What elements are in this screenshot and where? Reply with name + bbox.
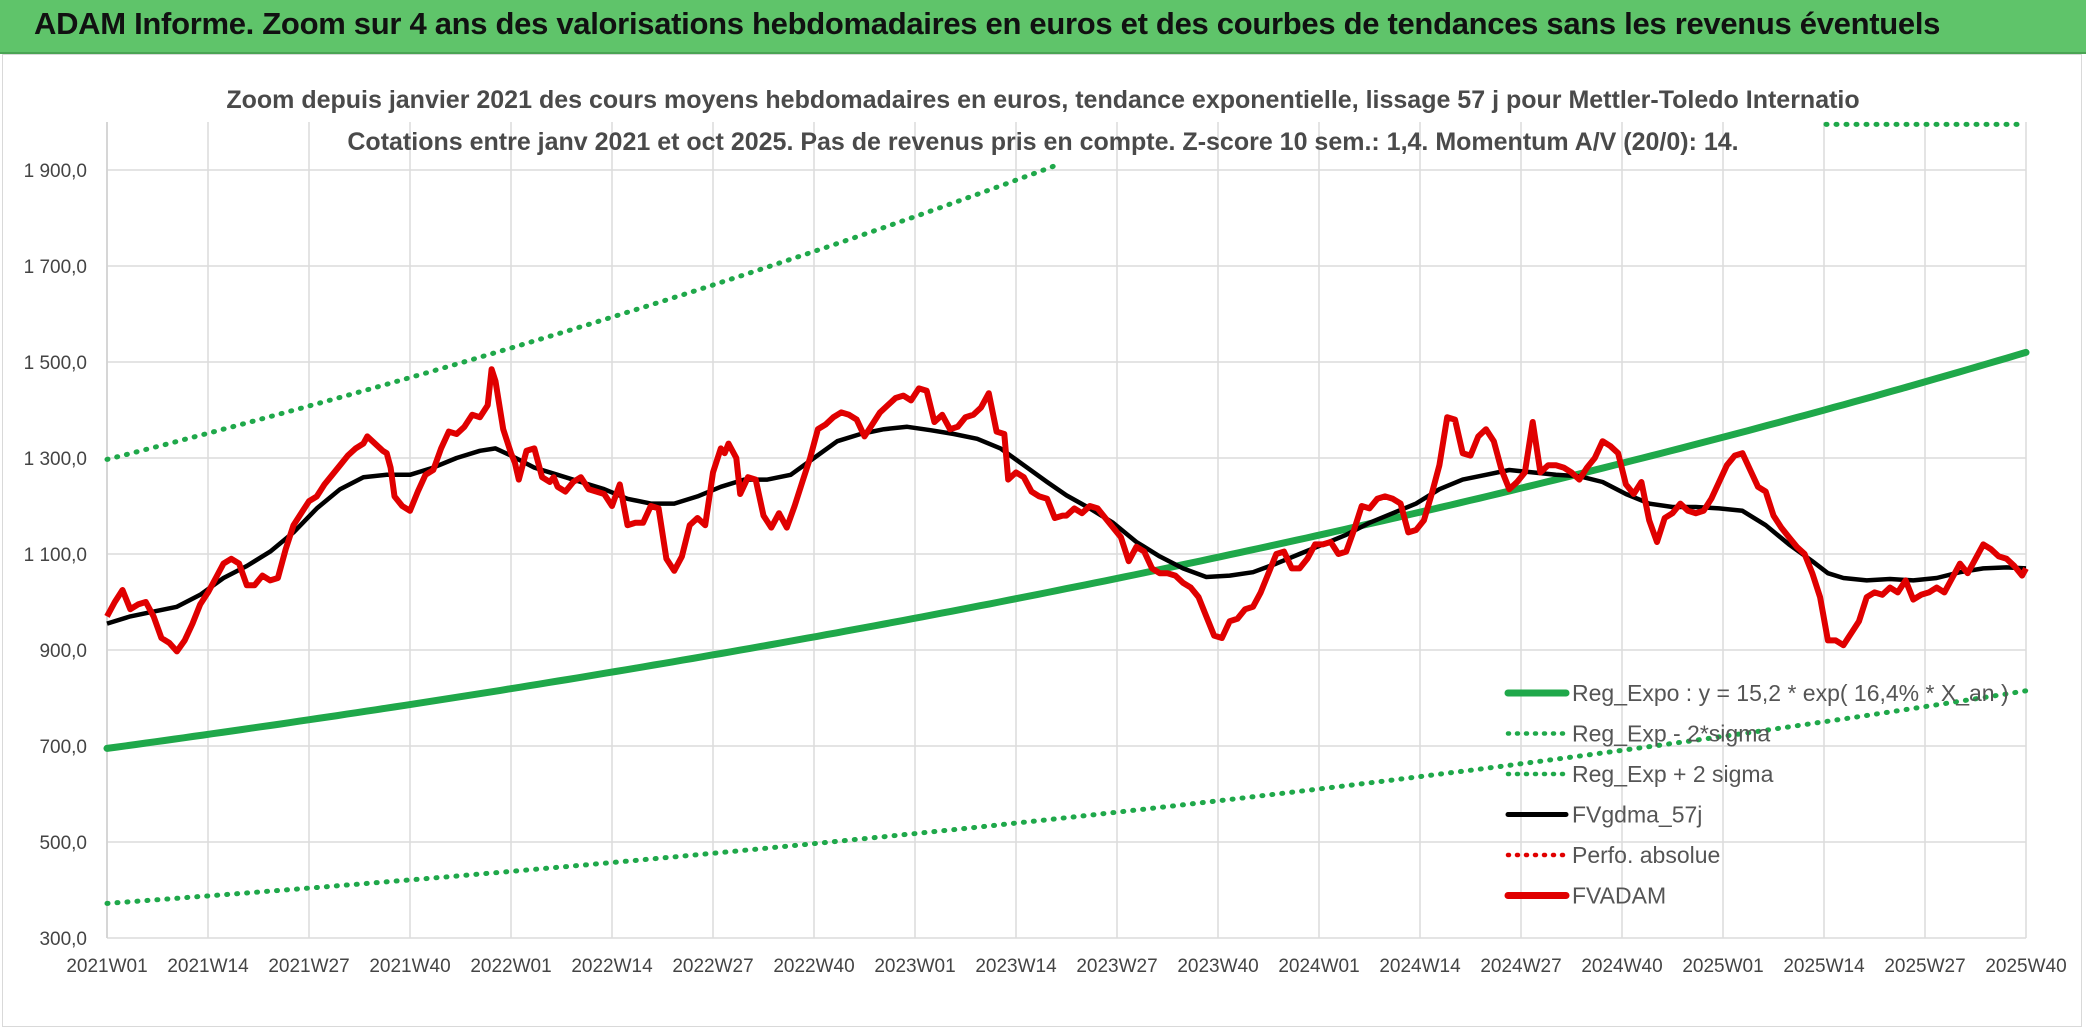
chart-series: [103, 121, 2030, 906]
legend-label: Reg_Expo : y = 15,2 * exp( 16,4% * X_an …: [1572, 680, 2009, 706]
y-tick-label: 1 500,0: [24, 353, 87, 374]
legend-label: FVgdma_57j: [1572, 802, 1702, 828]
legend-label: FVADAM: [1572, 883, 1666, 909]
chart-frame: [2, 54, 2082, 1027]
y-tick-label: 1 100,0: [24, 545, 87, 566]
x-tick-label: 2025W27: [1884, 956, 1965, 977]
x-tick-label: 2024W14: [1379, 956, 1461, 977]
x-tick-label: 2021W27: [268, 956, 349, 977]
y-tick-label: 1 700,0: [24, 257, 87, 278]
x-tick-label: 2023W40: [1177, 956, 1258, 977]
x-axis: 2021W01 2021W14 2021W27 2021W40 2022W01 2022W…: [66, 956, 2066, 977]
x-tick-label: 2024W01: [1278, 956, 1359, 977]
x-tick-label: 2022W40: [773, 956, 854, 977]
y-tick-label: 1 300,0: [24, 449, 87, 470]
chart-legend: Reg_Expo : y = 15,2 * exp( 16,4% * X_an …: [1504, 680, 2009, 909]
fvadam-line: [104, 366, 2029, 655]
reg-expo-line: [103, 348, 2030, 752]
x-tick-label: 2022W27: [672, 956, 753, 977]
report-banner: ADAM Informe. Zoom sur 4 ans des valoris…: [0, 0, 2086, 54]
y-tick-label: 500,0: [39, 833, 87, 854]
y-axis: 300,0 500,0 700,0 900,0 1 100,0 1 300,0 1 500,…: [24, 161, 87, 950]
y-tick-label: 700,0: [39, 737, 87, 758]
x-tick-label: 2022W01: [470, 956, 551, 977]
x-tick-label: 2021W14: [167, 956, 249, 977]
x-tick-label: 2021W01: [66, 956, 147, 977]
legend-label: Reg_Exp + 2 sigma: [1572, 761, 1774, 787]
x-tick-label: 2023W01: [874, 956, 955, 977]
y-tick-label: 900,0: [39, 641, 87, 662]
y-tick-label: 1 900,0: [24, 161, 87, 182]
x-tick-label: 2025W01: [1682, 956, 1763, 977]
x-tick-label: 2025W40: [1985, 956, 2066, 977]
x-tick-label: 2024W27: [1480, 956, 1561, 977]
chart-subtitle: Cotations entre janv 2021 et oct 2025. P…: [347, 128, 1738, 156]
x-tick-label: 2022W14: [571, 956, 653, 977]
x-tick-label: 2021W40: [369, 956, 450, 977]
reg-minus-2sigma-line: [104, 688, 2029, 906]
reg-plus-2sigma-line: [104, 162, 1060, 462]
legend-label: Perfo. absolue: [1572, 842, 1720, 868]
chart-grid: [106, 122, 2027, 939]
x-tick-label: 2023W27: [1076, 956, 1157, 977]
x-tick-label: 2024W40: [1581, 956, 1662, 977]
x-tick-label: 2023W14: [975, 956, 1057, 977]
chart-title: Zoom depuis janvier 2021 des cours moyen…: [226, 86, 1859, 114]
legend-label: Reg_Exp - 2*sigma: [1572, 721, 1770, 747]
x-tick-label: 2025W14: [1783, 956, 1865, 977]
y-tick-label: 300,0: [39, 929, 87, 950]
report-title: ADAM Informe. Zoom sur 4 ans des valoris…: [34, 6, 1941, 41]
